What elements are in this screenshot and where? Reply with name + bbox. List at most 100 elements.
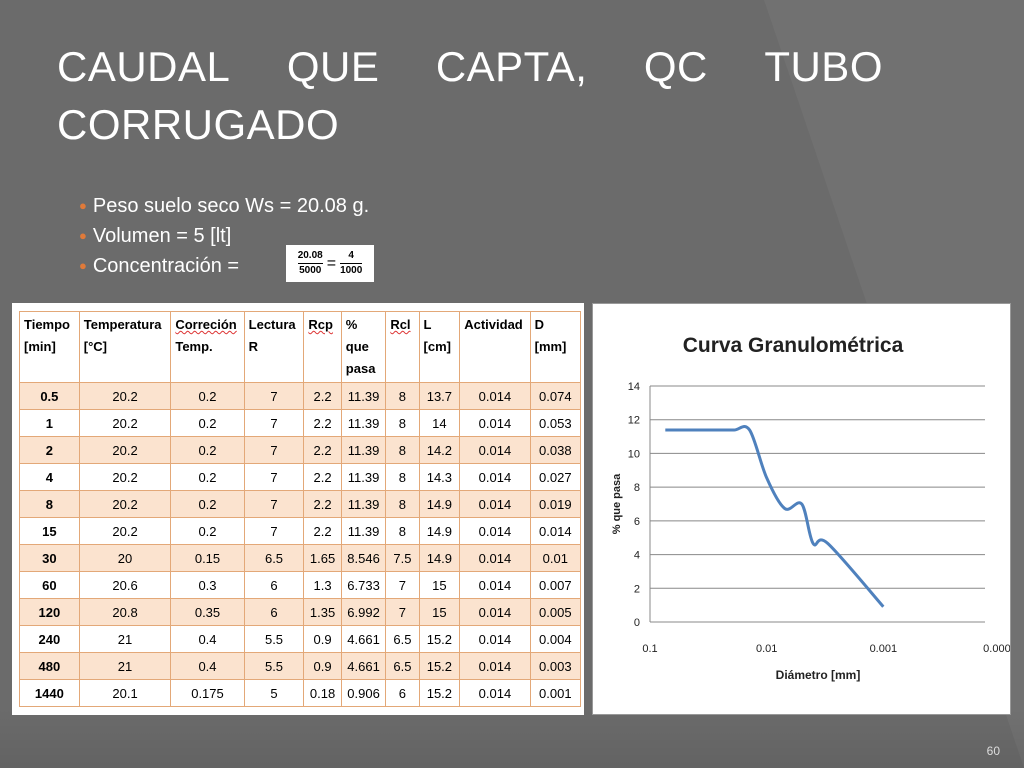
table-cell: 14 — [418, 409, 461, 437]
table-cell: 20.2 — [78, 463, 172, 491]
table-row: 8 20.2 0.2 7 2.2 11.39 8 14.9 0.014 0.019 — [19, 490, 582, 518]
table-cell: 60 — [19, 571, 80, 599]
table-cell: 15.2 — [418, 625, 461, 653]
table-cell: 8.546 — [340, 544, 387, 572]
table-cell: 6 — [385, 679, 420, 707]
x-tick-label: 0.001 — [870, 643, 898, 655]
table-cell: 1440 — [19, 679, 80, 707]
table-row: 2 20.2 0.2 7 2.2 11.39 8 14.2 0.014 0.038 — [19, 436, 582, 464]
title-line-2: CORRUGADO — [57, 101, 340, 148]
table-cell: 20.2 — [78, 409, 172, 437]
table-cell: 20.8 — [78, 598, 172, 626]
table-cell: 21 — [78, 652, 172, 680]
table-row: 30 20 0.15 6.5 1.65 8.546 7.5 14.9 0.014 0.01 — [19, 544, 582, 572]
table-cell: 4.661 — [340, 625, 387, 653]
column-header: Tiempo [min] — [19, 311, 80, 383]
fraction-1: 20.08 5000 — [297, 250, 323, 277]
chart-panel: Curva Granulométrica 0 2 4 6 8 10 12 14 0.1 0.01 0.… — [593, 304, 1017, 714]
table-cell: 14.9 — [418, 490, 461, 518]
table-cell: 7 — [243, 382, 305, 410]
table-cell: 11.39 — [340, 436, 387, 464]
numerator: 4 — [348, 250, 354, 261]
y-tick-label: 12 — [628, 415, 640, 427]
table-cell: 21 — [78, 625, 172, 653]
table-cell: 8 — [385, 409, 420, 437]
table-cell: 120 — [19, 598, 80, 626]
table-cell: 6.5 — [385, 625, 420, 653]
table-row: 120 20.8 0.35 6 1.35 6.992 7 15 0.014 0.005 — [19, 598, 582, 626]
bullet-text: Peso suelo seco Ws = 20.08 g. — [92, 195, 370, 217]
bullet-text: Concentración = — [92, 255, 240, 277]
numerator: 20.08 — [297, 250, 323, 261]
y-axis-label: % que pasa — [611, 473, 623, 534]
table-cell: 0.014 — [459, 382, 531, 410]
denominator: 1000 — [340, 265, 363, 276]
table-row: 480 21 0.4 5.5 0.9 4.661 6.5 15.2 0.014 0.003 — [19, 652, 582, 680]
y-tick-label: 8 — [634, 482, 640, 494]
table-cell: 8 — [385, 436, 420, 464]
table-cell: 20.2 — [78, 490, 172, 518]
table-cell: 6.992 — [340, 598, 387, 626]
table-cell: 1.35 — [303, 598, 342, 626]
column-header-line: que — [345, 339, 369, 354]
denominator: 5000 — [299, 265, 322, 276]
bullet-icon: ● — [79, 198, 87, 213]
table-cell: 480 — [19, 652, 80, 680]
fraction-bar — [340, 263, 363, 264]
table-cell: 11.39 — [340, 490, 387, 518]
table-cell: 0.01 — [529, 544, 582, 572]
table-cell: 0.004 — [529, 625, 582, 653]
table-cell: 0.014 — [459, 571, 531, 599]
table-cell: 15.2 — [418, 679, 461, 707]
title-word: QC — [643, 43, 708, 90]
title-word: TUBO — [764, 43, 883, 90]
table-cell: 11.39 — [340, 409, 387, 437]
column-header: L [cm] — [418, 311, 461, 383]
column-header-line: Correción — [175, 317, 237, 332]
table-cell: 4.661 — [340, 652, 387, 680]
table-cell: 0.5 — [19, 382, 80, 410]
table-cell: 2.2 — [303, 436, 342, 464]
title-word: CAUDAL — [57, 43, 231, 90]
table-cell: 0.007 — [529, 571, 582, 599]
column-header-line: D — [534, 317, 544, 332]
sedimentation-table: Tiempo [min] Temperatura [°C] Correción Temp.… — [19, 311, 582, 707]
table-cell: 0.014 — [459, 463, 531, 491]
table-cell: 0.014 — [459, 544, 531, 572]
column-header: Rcp — [303, 311, 342, 383]
table-cell: 0.014 — [459, 436, 531, 464]
table-cell: 6.5 — [385, 652, 420, 680]
table-cell: 8 — [385, 463, 420, 491]
table-cell: 0.35 — [170, 598, 245, 626]
column-header: Actividad — [459, 311, 531, 383]
table-cell: 0.2 — [170, 490, 245, 518]
table-cell: 5 — [243, 679, 305, 707]
column-header-line: Tiempo — [24, 317, 70, 332]
table-row: 240 21 0.4 5.5 0.9 4.661 6.5 15.2 0.014 0.004 — [19, 625, 582, 653]
table-cell: 0.3 — [170, 571, 245, 599]
table-cell: 0.014 — [459, 679, 531, 707]
title-word: CAPTA, — [435, 43, 588, 90]
table-cell: 20 — [78, 544, 172, 572]
y-tick-label: 2 — [634, 583, 640, 595]
series-line — [665, 424, 885, 608]
table-cell: 7 — [243, 409, 305, 437]
table-cell: 2.2 — [303, 382, 342, 410]
table-cell: 14.2 — [418, 436, 461, 464]
y-tick-label: 6 — [634, 516, 640, 528]
table-cell: 5.5 — [243, 625, 305, 653]
column-header-line: [°C] — [83, 339, 107, 354]
table-cell: 0.027 — [529, 463, 582, 491]
table-cell: 15 — [418, 598, 461, 626]
column-header-line: Rcl — [390, 317, 411, 332]
x-tick-label: 0.01 — [756, 643, 777, 655]
table-cell: 20.6 — [78, 571, 172, 599]
table-cell: 8 — [385, 490, 420, 518]
x-tick-label: 0.0001 — [983, 643, 1010, 655]
table-body: 0.5 20.2 0.2 7 2.2 11.39 8 13.7 0.014 0.074 1 20.2 0… — [19, 382, 582, 707]
column-header-line: [cm] — [423, 339, 451, 354]
column-header-line: Rcp — [308, 317, 333, 332]
title-word: QUE — [286, 43, 380, 90]
table-cell: 0.2 — [170, 436, 245, 464]
column-header-line: Temperatura — [83, 317, 162, 332]
